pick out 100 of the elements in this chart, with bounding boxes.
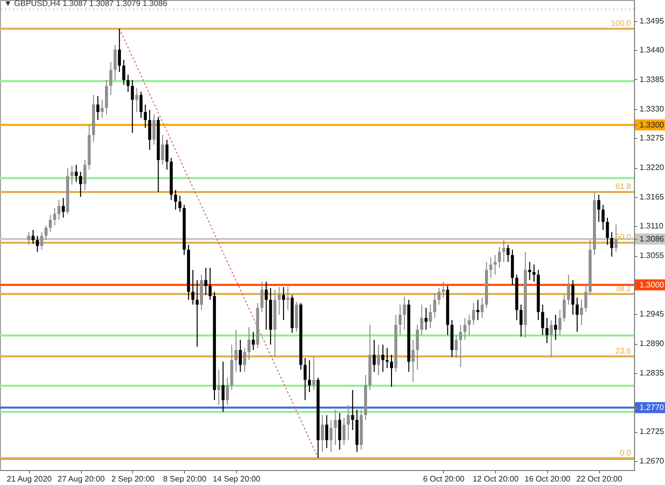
x-tick-label: 12 Oct 20:00 — [472, 474, 520, 484]
candlestick — [109, 61, 112, 96]
x-tick-label: 2 Sep 20:00 — [111, 474, 156, 484]
candlestick — [386, 347, 389, 369]
candlestick — [602, 204, 605, 230]
candlestick — [148, 109, 152, 150]
candlestick — [424, 307, 428, 330]
y-tick-label: 1.3110 — [640, 222, 664, 231]
candlestick — [330, 419, 333, 452]
y-tick-label: 1.3440 — [640, 46, 665, 55]
candlestick — [96, 96, 100, 121]
y-tick-label: 1.3300 — [640, 120, 665, 130]
y-tick-label: 1.3275 — [640, 134, 665, 143]
candlestick — [480, 297, 484, 318]
chart-title: ▼ GBPUSD,H4 1.3087 1.3087 1.3079 1.3086 — [4, 0, 168, 8]
candlestick — [247, 326, 250, 361]
candlestick — [44, 225, 48, 241]
candlestick — [282, 286, 286, 321]
candlestick — [74, 164, 78, 182]
candlestick — [53, 208, 56, 226]
candlestick — [294, 301, 298, 332]
y-tick-label: 1.2770 — [640, 403, 665, 412]
y-tick-label: 1.3495 — [640, 16, 665, 26]
candlestick — [346, 404, 350, 441]
candlestick — [161, 134, 164, 166]
candlestick — [36, 235, 39, 252]
candlestick — [463, 317, 466, 340]
candlestick — [562, 294, 566, 322]
candlestick — [428, 304, 432, 329]
candlestick — [204, 267, 208, 296]
candlestick — [320, 414, 324, 452]
candlestick — [165, 139, 168, 170]
candlestick — [286, 286, 290, 310]
y-tick-label: 1.3220 — [640, 163, 665, 172]
candlestick — [606, 217, 609, 246]
candlestick — [377, 344, 380, 376]
candlestick — [304, 357, 307, 401]
y-tick-label: 1.2725 — [640, 427, 665, 436]
candlestick — [510, 249, 514, 286]
candlestick — [520, 304, 523, 338]
candlestick — [278, 286, 281, 316]
candlestick — [468, 314, 471, 336]
y-tick-label: 1.2890 — [640, 339, 665, 348]
candlestick — [442, 281, 445, 298]
y-tick-label: 1.3000 — [640, 280, 665, 290]
candlestick — [390, 354, 393, 388]
candlestick — [191, 269, 194, 306]
x-tick-label: 6 Oct 20:00 — [423, 474, 466, 484]
candlestick — [381, 344, 384, 372]
x-tick-label: 22 Oct 20:00 — [576, 474, 623, 484]
candlestick — [144, 104, 147, 129]
candlestick — [208, 267, 212, 300]
candlestick — [83, 160, 86, 190]
y-tick-label: 1.2945 — [640, 310, 665, 319]
candlestick — [114, 44, 117, 81]
candlestick — [610, 232, 614, 258]
x-tick-label: 21 Aug 2020 — [6, 474, 52, 484]
y-tick-label: 1.3055 — [640, 251, 665, 260]
candlestick — [554, 314, 558, 340]
candlestick — [264, 281, 268, 330]
candlestick — [118, 28, 121, 73]
candlestick — [238, 339, 242, 372]
candlestick — [472, 302, 476, 326]
annotation: 38.2 — [615, 284, 632, 293]
candlestick — [48, 214, 52, 233]
candlestick — [217, 369, 220, 406]
candlestick — [437, 288, 440, 306]
candlestick — [100, 99, 104, 118]
candlestick — [57, 200, 60, 220]
candlestick — [597, 194, 600, 222]
candlestick — [122, 59, 126, 86]
candlestick — [532, 264, 536, 282]
candlestick — [62, 197, 65, 218]
candlestick — [140, 91, 143, 118]
candlestick — [178, 195, 182, 212]
candlestick — [567, 274, 570, 306]
candlestick — [243, 347, 246, 372]
candlestick — [494, 254, 497, 276]
x-tick-label: 16 Oct 20:00 — [524, 474, 571, 484]
annotation: 0.0 — [620, 448, 632, 458]
candlestick — [196, 280, 199, 348]
candlestick — [40, 232, 44, 250]
candlestick — [372, 339, 376, 372]
candlestick — [571, 280, 574, 316]
x-tick-label: 8 Sep 20:00 — [163, 474, 207, 484]
candlestick — [126, 74, 130, 92]
candlestick — [550, 320, 553, 358]
candlestick — [104, 80, 108, 116]
candlestick — [79, 171, 82, 198]
candlestick — [402, 296, 406, 330]
candlestick — [234, 329, 238, 372]
candlestick — [70, 165, 74, 186]
candlestick — [528, 261, 532, 281]
candlestick — [398, 304, 402, 336]
candlestick — [308, 360, 311, 393]
candlestick — [252, 331, 255, 350]
annotation: 23.6 — [615, 346, 632, 356]
candlestick — [312, 356, 316, 390]
candlestick — [545, 317, 548, 344]
candlestick — [476, 299, 480, 321]
